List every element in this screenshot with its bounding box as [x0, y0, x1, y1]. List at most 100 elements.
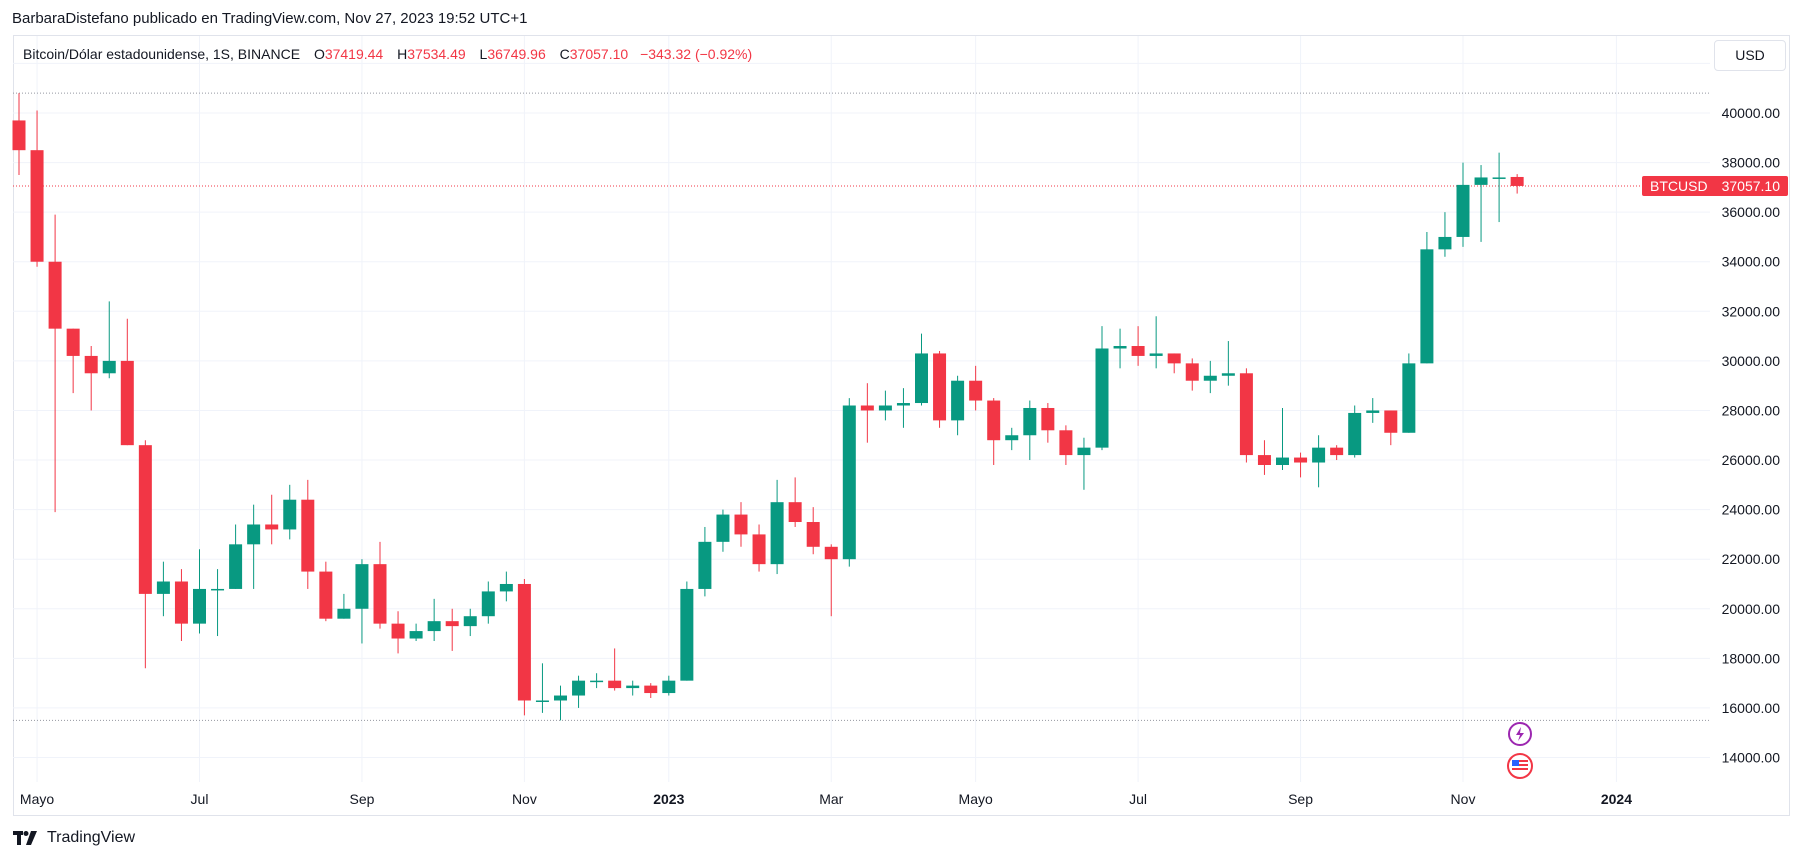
candle[interactable] — [896, 388, 910, 428]
candle[interactable] — [1095, 326, 1109, 451]
candle[interactable] — [1131, 326, 1145, 366]
candle[interactable] — [1149, 316, 1163, 369]
candle[interactable] — [662, 675, 676, 696]
y-tick-label: 38000.00 — [1722, 155, 1781, 171]
candle[interactable] — [120, 318, 134, 446]
event-icons[interactable] — [1507, 722, 1533, 779]
candle[interactable] — [1330, 445, 1344, 461]
candle[interactable] — [1510, 174, 1524, 194]
candle[interactable] — [824, 544, 838, 617]
candle[interactable] — [156, 561, 170, 617]
candle[interactable] — [1203, 360, 1217, 394]
candle[interactable] — [1438, 212, 1452, 257]
candle[interactable] — [301, 479, 315, 589]
candle[interactable] — [463, 608, 477, 637]
candle[interactable] — [1239, 368, 1253, 463]
candle[interactable] — [373, 541, 387, 629]
candle[interactable] — [1113, 328, 1127, 369]
candle[interactable] — [427, 598, 441, 641]
candle[interactable] — [337, 593, 351, 619]
candle[interactable] — [138, 440, 152, 669]
candle-body — [355, 564, 369, 609]
tradingview-logo[interactable]: TradingView — [13, 829, 135, 847]
candle[interactable] — [788, 477, 802, 527]
candle[interactable] — [590, 673, 604, 689]
candle[interactable] — [842, 398, 856, 567]
candle[interactable] — [283, 484, 297, 540]
candle[interactable] — [409, 623, 423, 641]
candle[interactable] — [1312, 435, 1326, 488]
candle[interactable] — [770, 479, 784, 575]
candle[interactable] — [1384, 410, 1398, 446]
candle[interactable] — [319, 561, 333, 622]
candle[interactable] — [1167, 353, 1181, 374]
candle[interactable] — [1257, 440, 1271, 475]
candle[interactable] — [716, 509, 730, 552]
candle[interactable] — [1294, 452, 1308, 478]
candle[interactable] — [517, 579, 531, 716]
candle[interactable] — [193, 549, 206, 634]
candle[interactable] — [12, 93, 26, 175]
candle[interactable] — [391, 611, 405, 654]
candle[interactable] — [626, 680, 640, 696]
candle[interactable] — [445, 608, 459, 651]
candle[interactable] — [1185, 358, 1199, 391]
candle[interactable] — [572, 675, 586, 708]
candle[interactable] — [102, 301, 116, 379]
candle[interactable] — [554, 685, 567, 721]
candle[interactable] — [1077, 437, 1091, 490]
low-value: 36749.96 — [487, 46, 546, 62]
candle[interactable] — [698, 526, 712, 597]
candle[interactable] — [969, 365, 983, 411]
candle[interactable] — [1059, 425, 1073, 465]
candle[interactable] — [265, 494, 279, 545]
candle[interactable] — [84, 346, 98, 411]
candle[interactable] — [1366, 398, 1380, 423]
candle[interactable] — [174, 569, 188, 641]
candle[interactable] — [752, 524, 766, 572]
candle[interactable] — [535, 663, 549, 713]
candle[interactable] — [951, 375, 965, 436]
candle[interactable] — [644, 683, 658, 699]
candle[interactable] — [1348, 405, 1362, 458]
currency-button[interactable]: USD — [1714, 40, 1786, 71]
candle[interactable] — [1420, 231, 1434, 364]
time-axis[interactable]: Mayo Jul Sep Nov 2023 Mar Mayo Jul Sep Nov 2024 — [20, 791, 1632, 807]
candle[interactable] — [608, 648, 622, 691]
candle[interactable] — [680, 581, 694, 681]
us-flag-event-icon[interactable] — [1507, 753, 1533, 779]
candle-body — [824, 546, 838, 560]
candle[interactable] — [1474, 165, 1488, 242]
candle[interactable] — [229, 524, 243, 589]
candle[interactable] — [481, 581, 495, 624]
candle[interactable] — [1005, 427, 1019, 451]
candle-body — [1131, 346, 1145, 356]
candle[interactable] — [933, 350, 947, 428]
candle[interactable] — [66, 328, 80, 394]
candle[interactable] — [806, 507, 820, 555]
symbol-title[interactable]: Bitcoin/Dólar estadounidense, 1S, BINANC… — [23, 46, 301, 62]
candle-body — [1221, 373, 1235, 376]
candle[interactable] — [860, 383, 874, 443]
candle[interactable] — [987, 398, 1001, 465]
candle[interactable] — [734, 502, 748, 547]
price-axis[interactable]: 42000.0040000.0038000.0036000.0034000.00… — [1722, 55, 1781, 765]
candle[interactable] — [247, 504, 261, 589]
candle[interactable] — [211, 569, 225, 637]
candle[interactable] — [1456, 162, 1470, 247]
candle[interactable] — [1023, 400, 1037, 461]
candle[interactable] — [1276, 407, 1289, 470]
candle[interactable] — [915, 333, 928, 406]
candle[interactable] — [48, 214, 62, 513]
candle[interactable] — [1492, 152, 1506, 223]
candle[interactable] — [1402, 353, 1416, 433]
candle[interactable] — [878, 390, 892, 421]
candle[interactable] — [1041, 403, 1055, 443]
candle[interactable] — [30, 110, 44, 267]
lightning-event-icon[interactable] — [1508, 722, 1532, 746]
candle[interactable] — [1221, 341, 1235, 386]
candle[interactable] — [499, 571, 513, 602]
candle[interactable] — [355, 559, 369, 644]
candle-body — [102, 360, 116, 374]
